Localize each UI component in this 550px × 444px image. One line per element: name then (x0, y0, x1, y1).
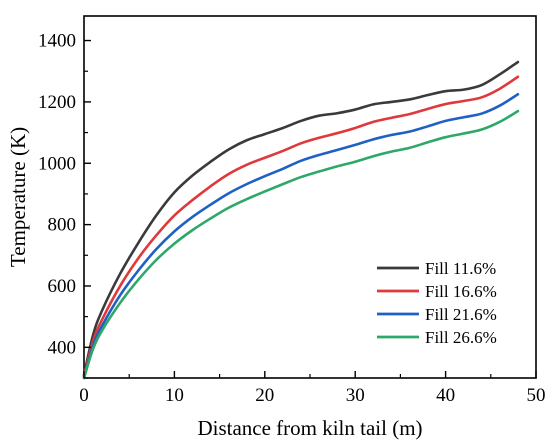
x-tick-label: 10 (165, 385, 184, 406)
series-line-3 (82, 92, 520, 380)
y-tick-label: 400 (48, 337, 77, 358)
y-tick-label: 600 (48, 276, 77, 297)
y-tick-label: 1200 (38, 92, 76, 113)
x-tick-label: 40 (436, 385, 455, 406)
x-tick-label: 50 (527, 385, 546, 406)
series-line-1 (82, 60, 520, 377)
y-tick-label: 800 (48, 215, 77, 236)
y-tick-label: 1000 (38, 153, 76, 174)
x-tick-label: 30 (346, 385, 365, 406)
x-axis-title: Distance from kiln tail (m) (197, 416, 422, 440)
y-tick-label: 1400 (38, 31, 76, 52)
series-line-2 (82, 75, 520, 378)
legend-label-3: Fill 21.6% (425, 305, 497, 324)
legend-label-4: Fill 26.6% (425, 328, 497, 347)
legend-label-1: Fill 11.6% (425, 259, 496, 278)
x-tick-label: 0 (79, 385, 89, 406)
legend-label-2: Fill 16.6% (425, 282, 497, 301)
x-tick-label: 20 (255, 385, 274, 406)
series-line-4 (82, 109, 520, 380)
y-axis-title: Temperature (K) (6, 127, 30, 267)
